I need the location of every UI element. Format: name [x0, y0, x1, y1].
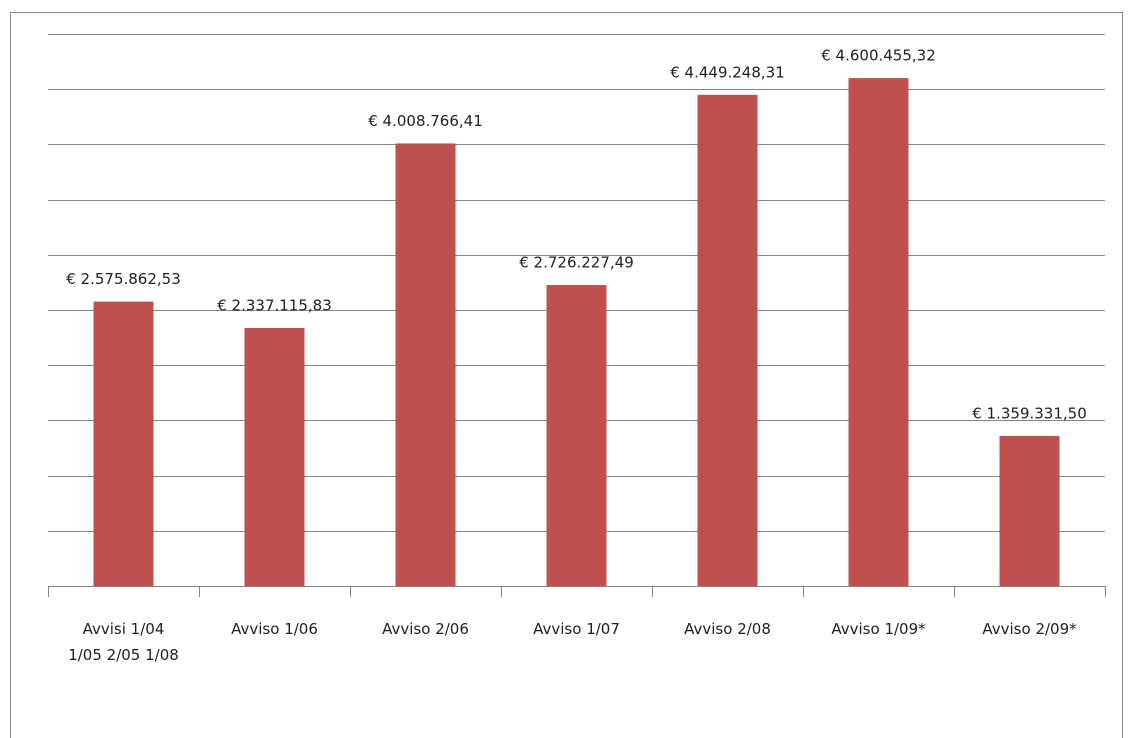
x-tick-label: Avviso 2/06: [382, 620, 469, 638]
bar: [999, 435, 1060, 586]
x-tick-label: Avviso 1/07: [533, 620, 620, 638]
bar: [848, 78, 909, 586]
x-tick-label: Avviso 2/09*: [982, 620, 1077, 638]
data-label: € 4.008.766,41: [368, 112, 483, 130]
x-tick-label: Avviso 2/08: [684, 620, 771, 638]
bar: [697, 94, 758, 587]
data-label: € 4.449.248,31: [670, 63, 785, 81]
data-label: € 2.726.227,49: [519, 254, 634, 272]
data-label: € 2.337.115,83: [217, 296, 332, 314]
bar: [546, 285, 607, 586]
bar: [395, 143, 456, 586]
data-label: € 1.359.331,50: [972, 404, 1087, 422]
data-label: € 2.575.862,53: [66, 270, 181, 288]
bar: [244, 327, 305, 586]
bar: [93, 301, 154, 586]
data-label: € 4.600.455,32: [821, 47, 936, 65]
x-tick-label: Avvisi 1/04 1/05 2/05 1/08: [68, 620, 179, 664]
x-tick-label: Avviso 1/09*: [831, 620, 926, 638]
x-tick-label: Avviso 1/06: [231, 620, 318, 638]
